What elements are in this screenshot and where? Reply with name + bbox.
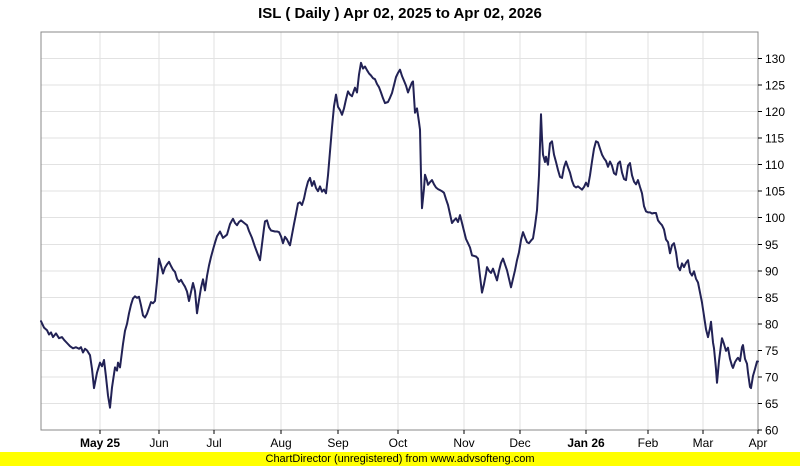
y-axis-label: 120 [765,105,785,119]
x-axis-label: Jan 26 [567,436,605,450]
x-axis-label: Jul [206,436,221,450]
x-axis-label: Apr [749,436,768,450]
x-axis-label: Nov [453,436,474,450]
price-line [40,61,759,409]
y-axis-label: 80 [765,317,779,331]
footer-banner: ChartDirector (unregistered) from www.ad… [0,452,800,466]
x-axis-label: Jun [149,436,168,450]
y-axis-label: 75 [765,344,779,358]
axis-labels: 60 65 70 75 80 85 90 95 100 105 110 115 120 125 130 May… [80,52,785,450]
price-chart-plot: 60 65 70 75 80 85 90 95 100 105 110 115 120 125 130 May… [40,31,785,450]
y-axis-label: 60 [765,424,779,438]
x-axis-label: Sep [327,436,349,450]
gridlines [41,32,758,430]
y-axis-label: 110 [765,158,784,172]
y-axis-label: 125 [765,79,785,93]
plot-border [40,31,759,431]
y-axis-label: 70 [765,370,779,384]
footer-text: ChartDirector (unregistered) from www.ad… [265,453,535,465]
y-axis-label: 105 [765,185,785,199]
y-axis-label: 85 [765,291,779,305]
axis-ticks [99,58,762,434]
y-axis-label: 115 [765,132,784,146]
y-axis-label: 130 [765,52,785,66]
y-axis-label: 100 [765,211,785,225]
y-axis-label: 65 [765,397,779,411]
chart-title: ISL ( Daily ) Apr 02, 2025 to Apr 02, 20… [258,5,542,22]
x-axis-label: Oct [389,436,408,450]
x-axis-label: Mar [693,436,714,450]
x-axis-label: May 25 [80,436,120,450]
y-axis-label: 95 [765,238,779,252]
x-axis-label: Dec [509,436,530,450]
y-axis-label: 90 [765,264,779,278]
x-axis-label: Aug [270,436,291,450]
x-axis-label: Feb [638,436,659,450]
